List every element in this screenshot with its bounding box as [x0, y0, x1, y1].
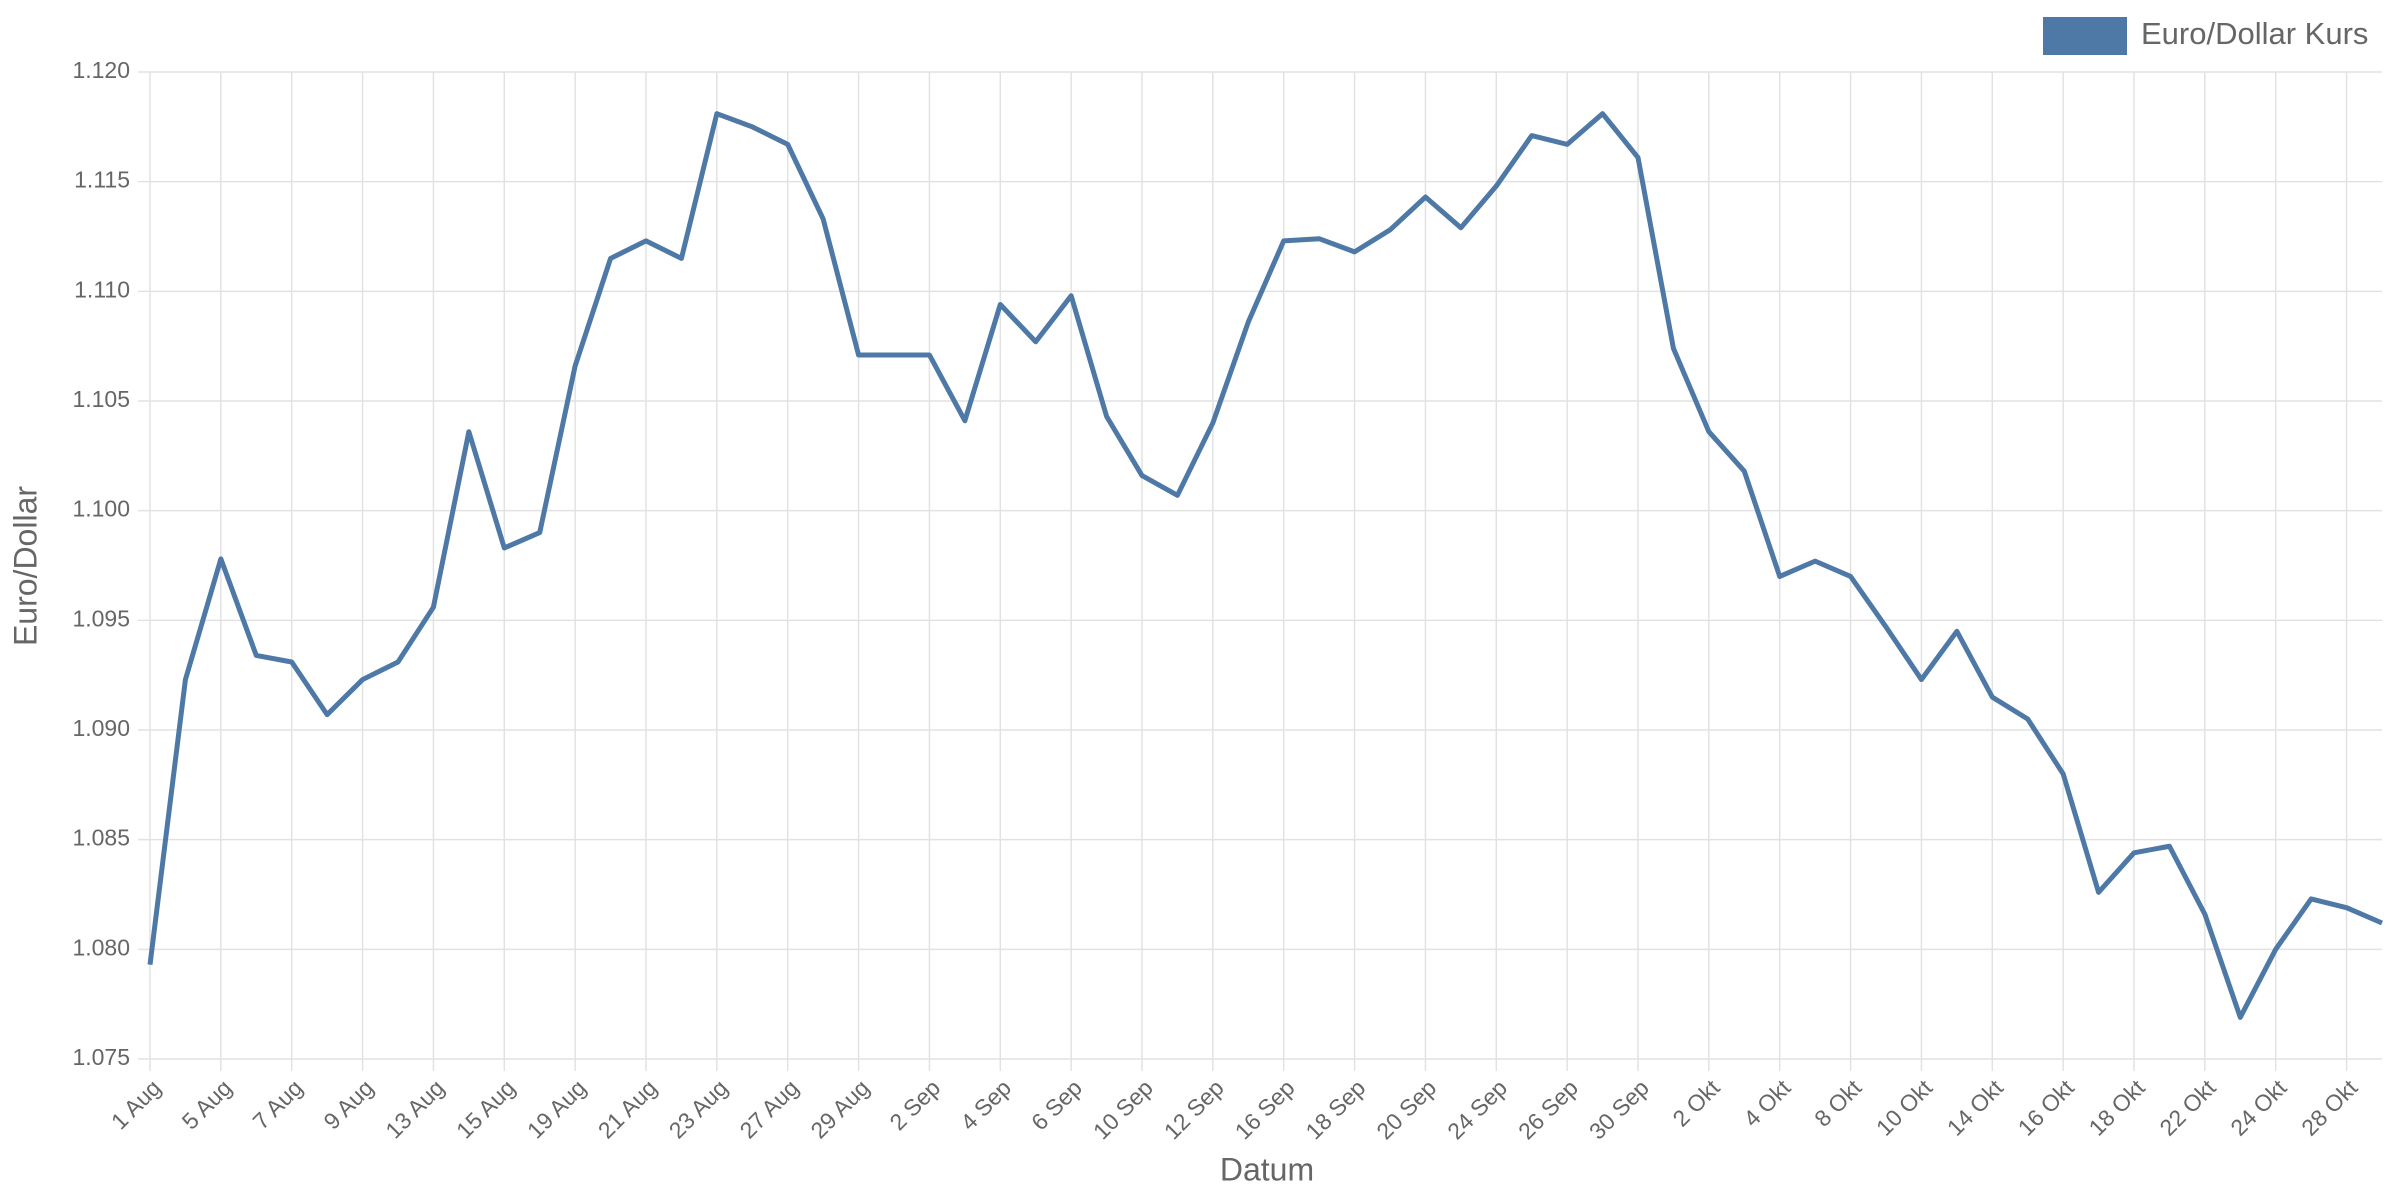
y-tick-label: 1.085 [72, 825, 130, 851]
y-tick-label: 1.105 [72, 386, 130, 412]
x-tick-label: 20 Sep [1371, 1074, 1441, 1144]
x-axis-title: Datum [1220, 1151, 1314, 1187]
x-tick-label: 9 Aug [318, 1074, 378, 1134]
x-tick-label: 6 Sep [1026, 1074, 1087, 1135]
x-tick-label: 24 Sep [1442, 1074, 1512, 1144]
x-tick-label: 22 Okt [2154, 1074, 2221, 1141]
y-tick-label: 1.095 [72, 605, 130, 631]
x-tick-label: 10 Sep [1088, 1074, 1158, 1144]
x-tick-label: 14 Okt [1942, 1074, 2009, 1141]
y-tick-label: 1.110 [74, 276, 130, 302]
x-tick-label: 2 Sep [884, 1074, 945, 1135]
x-tick-label: 19 Aug [522, 1074, 591, 1143]
x-tick-label: 29 Aug [805, 1074, 874, 1143]
x-tick-label: 4 Okt [1738, 1074, 1796, 1132]
x-tick-label: 26 Sep [1513, 1074, 1583, 1144]
x-tick-label: 13 Aug [380, 1074, 449, 1143]
x-tick-label: 23 Aug [664, 1074, 733, 1143]
y-tick-label: 1.120 [72, 57, 130, 83]
x-tick-label: 1 Aug [106, 1074, 166, 1134]
x-tick-label: 8 Okt [1809, 1074, 1867, 1132]
x-tick-label: 16 Sep [1230, 1074, 1300, 1144]
x-tick-label: 18 Okt [2084, 1074, 2151, 1141]
x-tick-label: 18 Sep [1300, 1074, 1370, 1144]
x-tick-label: 5 Aug [177, 1074, 237, 1134]
x-tick-label: 24 Okt [2225, 1074, 2292, 1141]
x-tick-label: 10 Okt [1871, 1074, 1938, 1141]
x-tick-label: 27 Aug [735, 1074, 804, 1143]
x-tick-label: 15 Aug [451, 1074, 520, 1143]
y-tick-label: 1.080 [72, 934, 130, 960]
y-tick-label: 1.075 [72, 1044, 130, 1070]
x-tick-label: 28 Okt [2296, 1074, 2363, 1141]
x-tick-label: 4 Sep [955, 1074, 1016, 1135]
legend-swatch[interactable] [2043, 17, 2127, 55]
x-tick-label: 16 Okt [2013, 1074, 2080, 1141]
x-tick-label: 21 Aug [593, 1074, 662, 1143]
x-tick-label: 12 Sep [1159, 1074, 1229, 1144]
y-tick-label: 1.100 [72, 496, 130, 522]
y-tick-label: 1.115 [74, 167, 130, 193]
x-tick-label: 30 Sep [1584, 1074, 1654, 1144]
legend-label[interactable]: Euro/Dollar Kurs [2141, 16, 2368, 51]
y-tick-label: 1.090 [72, 715, 130, 741]
x-tick-label: 7 Aug [248, 1074, 308, 1134]
x-tick-label: 2 Okt [1667, 1074, 1725, 1132]
line-series [147, 111, 2383, 1020]
y-axis-title: Euro/Dollar [7, 486, 43, 646]
